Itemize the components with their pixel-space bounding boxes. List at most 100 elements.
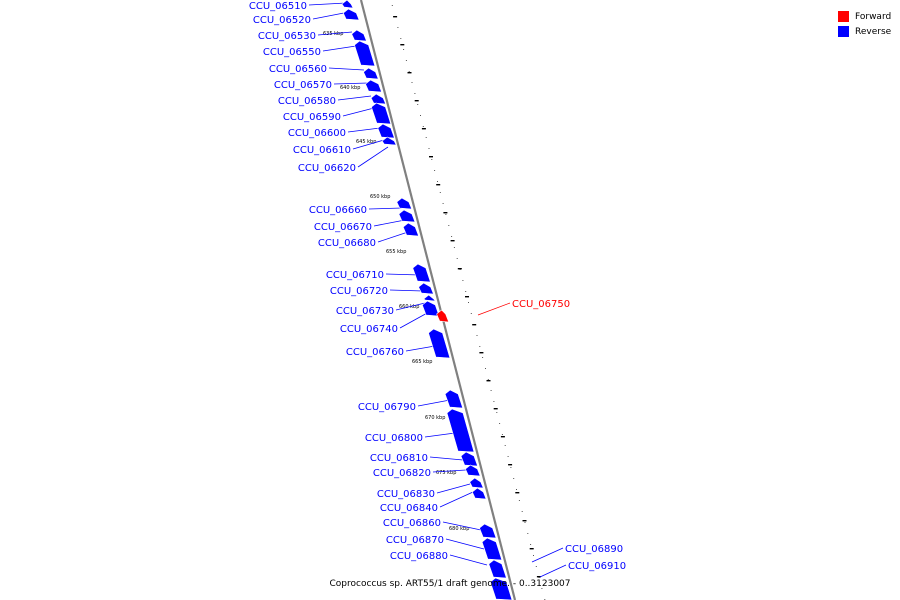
label-leader <box>333 82 369 85</box>
gene-label: CCU_06760 <box>346 347 404 358</box>
label-leader <box>377 231 409 243</box>
label-leader <box>308 2 347 6</box>
legend-label-reverse: Reverse <box>855 26 892 37</box>
kbp-label: 650 kbp <box>370 194 390 200</box>
forward-swatch <box>838 11 849 22</box>
track-dot <box>408 71 410 72</box>
tick-dash <box>472 324 477 326</box>
gene-label: CCU_06880 <box>390 551 448 562</box>
tick-dash <box>414 100 419 102</box>
kbp-label: 640 kbp <box>340 85 360 91</box>
gene-features <box>341 0 513 600</box>
tick-dash <box>508 464 513 466</box>
tick-dash <box>515 492 520 494</box>
track-dot <box>516 489 517 490</box>
track-dot <box>499 423 501 424</box>
track-dot <box>487 379 489 380</box>
gene-label: CCU_06810 <box>370 453 428 464</box>
tick-dash <box>429 156 433 158</box>
tick-dash <box>443 212 448 214</box>
gene-reverse <box>396 197 413 210</box>
label-leader <box>477 302 511 316</box>
track-dot <box>417 104 419 105</box>
label-leader <box>352 139 385 150</box>
track-dot <box>451 236 453 237</box>
label-leader <box>531 547 564 563</box>
track-dot <box>448 225 450 226</box>
label-leader <box>373 219 406 227</box>
track-dot <box>535 566 537 567</box>
gene-reverse <box>412 263 431 283</box>
label-leader <box>405 345 436 352</box>
track-dot <box>405 60 407 61</box>
gene-reverse <box>421 300 440 317</box>
gene-label: CCU_06750 <box>512 299 570 310</box>
track-dot <box>479 346 481 347</box>
track-dot <box>468 302 469 303</box>
tick-dash <box>486 380 491 382</box>
track-dot <box>530 544 532 545</box>
label-leader <box>436 483 471 494</box>
gene-label: CCU_06740 <box>340 324 398 335</box>
legend-label-forward: Forward <box>855 11 892 22</box>
gene-label: CCU_06600 <box>288 128 346 139</box>
reverse-swatch <box>838 26 849 37</box>
track-dot <box>490 390 492 391</box>
gene-reverse <box>342 8 360 21</box>
gene-label: CCU_06680 <box>318 238 376 249</box>
track-dot <box>400 38 402 39</box>
label-leader <box>395 302 426 311</box>
track-dot <box>437 181 438 182</box>
track-dot <box>422 126 424 127</box>
track-dot <box>496 412 498 413</box>
track-dot <box>518 500 520 501</box>
tick-dash <box>479 352 484 354</box>
gene-label: CCU_06830 <box>377 489 435 500</box>
track-dot <box>527 533 529 534</box>
track-dot <box>482 357 484 358</box>
legend: Forward Reverse <box>838 9 891 39</box>
gene-label: CCU_06730 <box>336 306 394 317</box>
track-dot <box>507 456 509 457</box>
tick-marks <box>393 16 541 578</box>
tick-dash <box>436 184 441 186</box>
track-dot <box>428 148 430 149</box>
track-dot <box>425 137 427 138</box>
track-dot <box>439 192 441 193</box>
gene-label: CCU_06610 <box>293 145 351 156</box>
track-dot <box>541 588 543 589</box>
gene-reverse <box>363 67 379 80</box>
track-dot <box>453 247 455 248</box>
track-dot <box>442 203 444 204</box>
gene-reverse <box>381 136 397 146</box>
gene-reverse <box>460 451 479 467</box>
kbp-label: 645 kbp <box>356 139 376 145</box>
label-leader <box>342 107 375 117</box>
legend-item-forward: Forward <box>838 9 891 24</box>
gene-label: CCU_06580 <box>278 96 336 107</box>
gene-labels: CCU_06510 CCU_06520 CCU_06530 CCU_06550 CCU_… <box>249 1 626 572</box>
gene-label: CCU_06670 <box>314 222 372 233</box>
kbp-label: 680 kbp <box>449 526 469 532</box>
gene-reverse <box>351 29 367 42</box>
gene-label: CCU_06520 <box>253 15 311 26</box>
gene-reverse <box>490 577 513 600</box>
track-dot <box>462 280 464 281</box>
track-dot <box>445 214 447 215</box>
gene-label: CCU_06570 <box>274 80 332 91</box>
label-leader <box>429 456 464 461</box>
track-dot <box>476 335 478 336</box>
label-leader <box>399 311 430 329</box>
track-dot <box>397 27 399 28</box>
track-dot <box>533 555 534 556</box>
tick-dash <box>457 268 462 270</box>
gene-label: CCU_06840 <box>380 503 438 514</box>
tick-dash <box>522 520 527 522</box>
tick-dash <box>465 296 469 298</box>
track-dot <box>521 511 523 512</box>
track-dot <box>465 291 467 292</box>
label-leader <box>445 538 485 550</box>
track-dot <box>414 93 416 94</box>
gene-reverse <box>402 222 420 237</box>
